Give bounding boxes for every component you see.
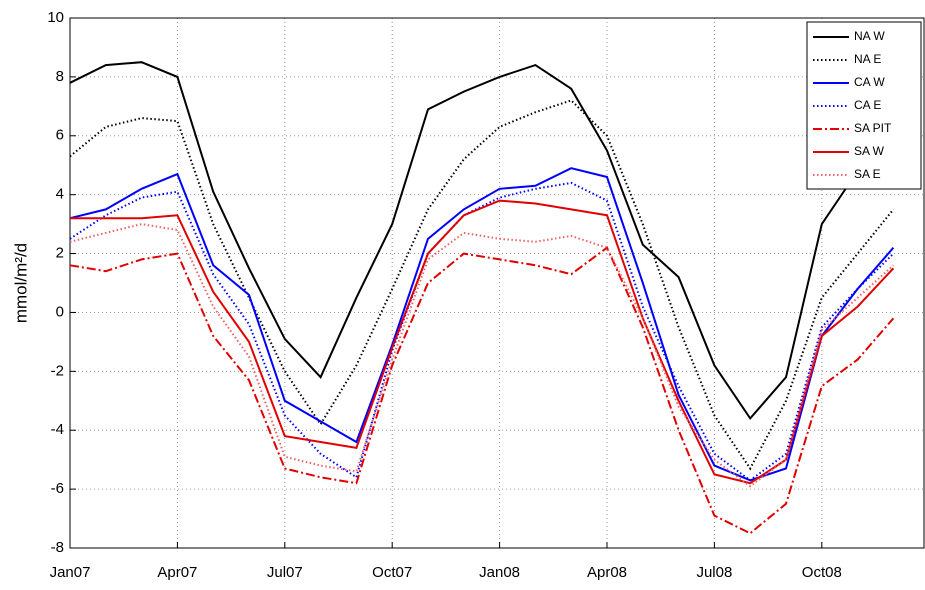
y-tick-label: -4 — [51, 421, 64, 438]
legend: NA W NA E CA W CA E SA PIT SA W SA E — [806, 21, 922, 190]
legend-label: CA W — [854, 75, 885, 89]
y-tick-label: 6 — [56, 127, 64, 144]
legend-label: SA W — [854, 144, 885, 158]
series-line — [69, 99, 895, 471]
x-tick-label: Apr08 — [587, 564, 627, 581]
x-tick-label: Apr07 — [157, 564, 197, 581]
x-tick-label: Jan08 — [479, 564, 520, 581]
y-tick-label: 0 — [56, 303, 64, 320]
legend-label: SA PIT — [854, 121, 892, 135]
series-line — [70, 199, 895, 485]
legend-label: NA W — [854, 29, 885, 43]
series-line — [69, 246, 895, 535]
x-tick-label: Oct08 — [802, 564, 842, 581]
legend-label: SA E — [854, 167, 881, 181]
series-line — [69, 167, 895, 482]
y-axis-label: mmol/m²/d — [11, 243, 30, 323]
series-line — [69, 61, 895, 421]
series-line — [69, 223, 895, 488]
x-tick-label: Jul07 — [267, 564, 303, 581]
x-tick-label: Jul08 — [696, 564, 732, 581]
y-tick-label: 8 — [56, 68, 64, 85]
x-tick-label: Oct07 — [372, 564, 412, 581]
y-tick-label: 10 — [47, 9, 64, 26]
y-tick-label: -2 — [51, 362, 64, 379]
legend-label: CA E — [854, 98, 881, 112]
y-tick-label: 4 — [56, 186, 64, 203]
y-tick-label: -6 — [51, 480, 64, 497]
plot-frame — [69, 17, 925, 549]
y-tick-label: 2 — [56, 245, 64, 262]
legend-label: NA E — [854, 52, 881, 66]
x-tick-label: Jan07 — [50, 564, 91, 581]
series-line — [69, 181, 895, 482]
y-tick-label: -8 — [51, 539, 64, 556]
